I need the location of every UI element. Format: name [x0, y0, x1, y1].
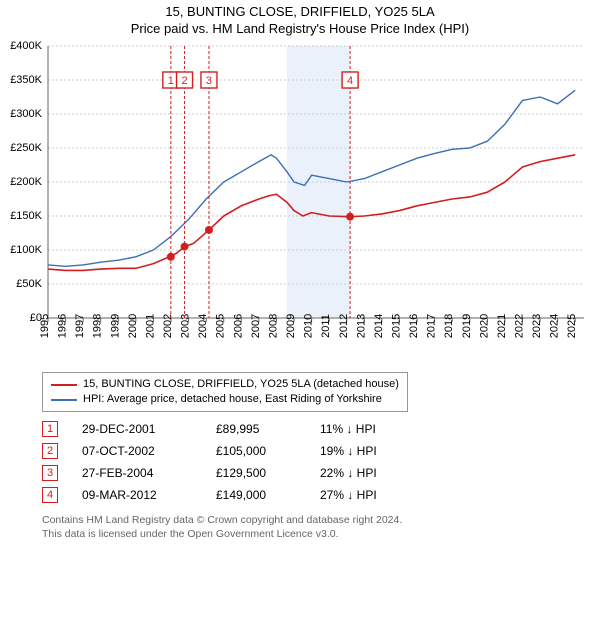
title-main: 15, BUNTING CLOSE, DRIFFIELD, YO25 5LA: [0, 4, 600, 19]
sales-row: 3 27-FEB-2004 £129,500 22% ↓ HPI: [42, 462, 590, 484]
sale-delta: 19% ↓ HPI: [320, 444, 410, 458]
svg-text:2: 2: [181, 75, 187, 87]
sale-badge: 4: [42, 487, 58, 503]
sale-delta: 22% ↓ HPI: [320, 466, 410, 480]
svg-text:2021: 2021: [496, 314, 508, 338]
attribution-footer: Contains HM Land Registry data © Crown c…: [42, 514, 590, 541]
legend-swatch: [51, 399, 77, 401]
svg-text:£200K: £200K: [10, 176, 42, 188]
sale-date: 27-FEB-2004: [82, 466, 192, 480]
sale-price: £105,000: [216, 444, 296, 458]
legend-swatch: [51, 384, 77, 386]
svg-text:1998: 1998: [92, 314, 104, 338]
footer-line-1: Contains HM Land Registry data © Crown c…: [42, 514, 590, 528]
svg-text:4: 4: [347, 75, 353, 87]
svg-text:£50K: £50K: [16, 278, 42, 290]
chart-legend: 15, BUNTING CLOSE, DRIFFIELD, YO25 5LA (…: [42, 372, 408, 412]
sale-price: £129,500: [216, 466, 296, 480]
legend-item: HPI: Average price, detached house, East…: [51, 392, 399, 407]
svg-text:2005: 2005: [215, 314, 227, 338]
sale-badge: 2: [42, 443, 58, 459]
svg-text:2006: 2006: [232, 314, 244, 338]
svg-text:1999: 1999: [109, 314, 121, 338]
svg-text:2010: 2010: [303, 314, 315, 338]
svg-text:2015: 2015: [390, 314, 402, 338]
svg-text:2023: 2023: [531, 314, 543, 338]
sale-date: 07-OCT-2002: [82, 444, 192, 458]
svg-text:1997: 1997: [74, 314, 86, 338]
svg-text:2014: 2014: [373, 314, 385, 338]
svg-text:2020: 2020: [478, 314, 490, 338]
line-chart: £0£50K£100K£150K£200K£250K£300K£350K£400…: [0, 36, 600, 366]
footer-line-2: This data is licensed under the Open Gov…: [42, 528, 590, 542]
svg-text:2012: 2012: [338, 314, 350, 338]
svg-text:2001: 2001: [144, 314, 156, 338]
svg-text:2011: 2011: [320, 314, 332, 338]
sales-row: 1 29-DEC-2001 £89,995 11% ↓ HPI: [42, 418, 590, 440]
svg-text:2018: 2018: [443, 314, 455, 338]
svg-text:£300K: £300K: [10, 108, 42, 120]
sale-badge: 1: [42, 421, 58, 437]
svg-text:2022: 2022: [513, 314, 525, 338]
legend-item: 15, BUNTING CLOSE, DRIFFIELD, YO25 5LA (…: [51, 377, 399, 392]
sale-date: 09-MAR-2012: [82, 488, 192, 502]
sales-row: 2 07-OCT-2002 £105,000 19% ↓ HPI: [42, 440, 590, 462]
svg-text:£150K: £150K: [10, 210, 42, 222]
svg-text:2017: 2017: [426, 314, 438, 338]
sales-table: 1 29-DEC-2001 £89,995 11% ↓ HPI 2 07-OCT-2002…: [42, 418, 590, 506]
sales-row: 4 09-MAR-2012 £149,000 27% ↓ HPI: [42, 484, 590, 506]
legend-label: HPI: Average price, detached house, East…: [83, 392, 382, 407]
svg-text:£250K: £250K: [10, 142, 42, 154]
chart-titles: 15, BUNTING CLOSE, DRIFFIELD, YO25 5LA P…: [0, 0, 600, 36]
svg-text:£350K: £350K: [10, 74, 42, 86]
sale-price: £89,995: [216, 422, 296, 436]
svg-text:£100K: £100K: [10, 244, 42, 256]
svg-text:2000: 2000: [127, 314, 139, 338]
svg-text:2009: 2009: [285, 314, 297, 338]
svg-text:3: 3: [206, 75, 212, 87]
sale-date: 29-DEC-2001: [82, 422, 192, 436]
sale-badge: 3: [42, 465, 58, 481]
svg-text:2004: 2004: [197, 314, 209, 338]
svg-text:1: 1: [168, 75, 174, 87]
svg-text:2025: 2025: [566, 314, 578, 338]
svg-text:2003: 2003: [180, 314, 192, 338]
svg-text:1996: 1996: [57, 314, 69, 338]
svg-text:2024: 2024: [549, 314, 561, 338]
svg-text:2016: 2016: [408, 314, 420, 338]
sale-delta: 11% ↓ HPI: [320, 422, 410, 436]
svg-text:2013: 2013: [355, 314, 367, 338]
svg-text:2002: 2002: [162, 314, 174, 338]
svg-text:2007: 2007: [250, 314, 262, 338]
svg-text:£400K: £400K: [10, 40, 42, 52]
legend-label: 15, BUNTING CLOSE, DRIFFIELD, YO25 5LA (…: [83, 377, 399, 392]
sale-delta: 27% ↓ HPI: [320, 488, 410, 502]
svg-text:1995: 1995: [39, 314, 51, 338]
svg-text:2019: 2019: [461, 314, 473, 338]
sale-price: £149,000: [216, 488, 296, 502]
title-sub: Price paid vs. HM Land Registry's House …: [0, 21, 600, 36]
chart-container: £0£50K£100K£150K£200K£250K£300K£350K£400…: [0, 36, 600, 366]
svg-text:2008: 2008: [267, 314, 279, 338]
